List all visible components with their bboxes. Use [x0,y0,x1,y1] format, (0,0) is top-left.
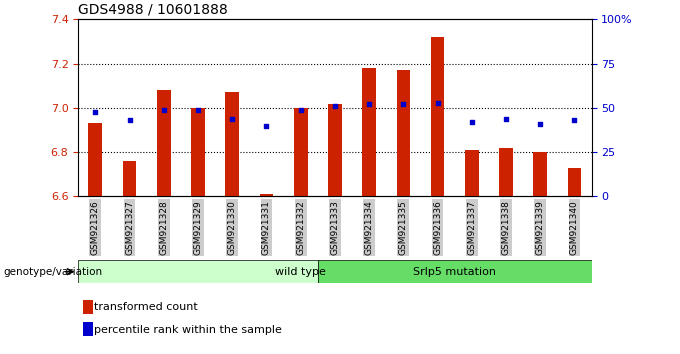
Text: GSM921335: GSM921335 [399,200,408,255]
Bar [225,92,239,196]
Bar [122,161,137,196]
Text: GSM921329: GSM921329 [194,200,203,255]
Text: GSM921340: GSM921340 [570,200,579,255]
Bar [88,124,102,196]
Bar [84,322,92,336]
Point [295,107,306,113]
Text: GSM921332: GSM921332 [296,200,305,255]
Text: GSM921337: GSM921337 [467,200,476,255]
Point [569,118,580,123]
Point [261,123,272,129]
Bar [465,150,479,196]
Bar [362,68,376,196]
Text: GSM921330: GSM921330 [228,200,237,255]
Text: percentile rank within the sample: percentile rank within the sample [94,325,282,335]
Point [500,116,511,121]
Text: GSM921333: GSM921333 [330,200,339,255]
Point [158,107,169,113]
Bar [157,90,171,196]
Point [398,102,409,107]
Point [90,109,101,114]
Text: transformed count: transformed count [94,302,198,312]
Text: wild type: wild type [275,267,326,277]
Text: GSM921327: GSM921327 [125,200,134,255]
Bar [499,148,513,196]
Point [534,121,545,127]
Text: GSM921331: GSM921331 [262,200,271,255]
Text: GSM921334: GSM921334 [364,200,373,255]
Point [466,119,477,125]
Bar [78,260,318,283]
Bar [84,300,92,314]
Text: Srlp5 mutation: Srlp5 mutation [413,267,496,277]
Text: GSM921336: GSM921336 [433,200,442,255]
Text: GSM921338: GSM921338 [502,200,511,255]
Point [226,116,238,121]
Point [364,102,375,107]
Bar [328,104,342,196]
Point [432,100,443,105]
Point [124,118,135,123]
Bar [260,194,273,196]
Text: genotype/variation: genotype/variation [3,267,103,277]
Text: GSM921326: GSM921326 [91,200,100,255]
Bar [568,168,581,196]
Bar [191,108,205,196]
Bar [318,260,609,283]
Bar [396,70,410,196]
Text: GSM921339: GSM921339 [536,200,545,255]
Point [329,103,340,109]
Bar [430,37,445,196]
Bar [294,108,307,196]
Text: GDS4988 / 10601888: GDS4988 / 10601888 [78,3,228,17]
Text: GSM921328: GSM921328 [159,200,168,255]
Point [192,107,203,113]
Bar [533,152,547,196]
